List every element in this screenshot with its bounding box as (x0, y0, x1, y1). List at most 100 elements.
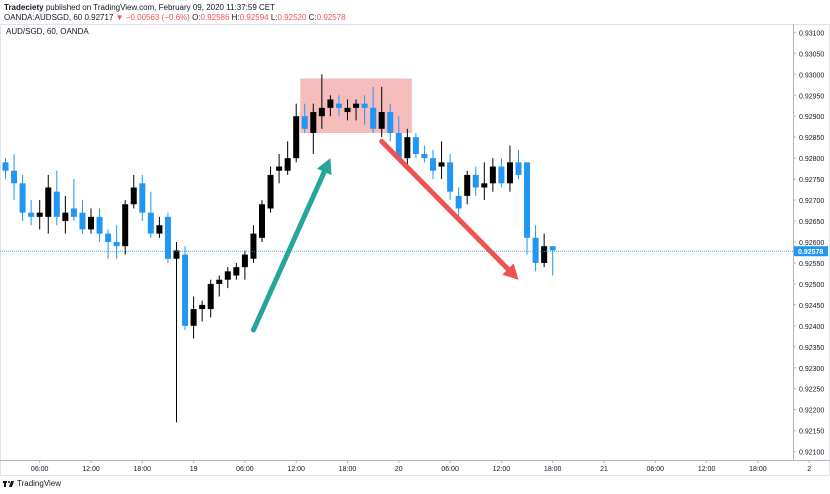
candle (447, 153, 454, 201)
candle-body (498, 166, 505, 184)
y-tick-label: 0.93050 (799, 51, 824, 58)
candle (156, 216, 163, 238)
candle-body (404, 137, 411, 159)
up-arrow[interactable] (250, 158, 332, 333)
candle (224, 267, 231, 289)
candle (438, 141, 445, 180)
y-tick-label: 0.92650 (799, 219, 824, 226)
candle-body (207, 283, 214, 310)
x-tick-label: 18:00 (134, 466, 152, 473)
candle (2, 158, 9, 180)
candle-body (45, 187, 52, 217)
publisher-name[interactable]: Tradeciety (4, 3, 44, 12)
candle (259, 200, 265, 242)
last-price-badge (794, 246, 828, 257)
low-value: 0.92520 (277, 13, 307, 22)
candle-body (353, 103, 360, 108)
down-arrow[interactable] (379, 138, 519, 280)
candle-body (412, 137, 419, 154)
candle-body (267, 174, 274, 209)
chart-title: AUD/SGD, 60, OANDA (6, 27, 89, 36)
candle-body (327, 99, 334, 108)
candle (481, 162, 488, 201)
x-tick-label: 12:00 (82, 466, 100, 473)
candle-body (156, 225, 163, 234)
candle-body (361, 103, 368, 108)
publish-info: Tradeciety published on TradingView.com,… (4, 3, 275, 13)
tradingview-logo-icon[interactable] (3, 480, 15, 488)
candle-body (532, 237, 539, 263)
candle (147, 191, 154, 238)
candle-body (173, 250, 180, 259)
y-tick-label: 0.92900 (799, 114, 824, 121)
chart-area[interactable]: AUD/SGD, 60, OANDA 0.93100 0.93050 0.93000… (0, 24, 830, 476)
candle-body (190, 309, 197, 326)
candle-body (506, 162, 513, 184)
candle (19, 174, 26, 222)
candle-body (199, 304, 206, 310)
candle-body (276, 166, 283, 171)
x-tick-label: 19 (190, 466, 198, 473)
symbol-info: OANDA:AUDSGD, 60 0.92717 ▼ −0.00563 (−0.… (4, 13, 346, 23)
x-tick-label: 18:00 (339, 466, 357, 473)
candle (164, 212, 171, 263)
x-tick-label: 06:00 (647, 466, 665, 473)
y-tick-label: 0.92800 (799, 156, 824, 163)
x-tick-label: 21 (600, 466, 608, 473)
candle (216, 275, 223, 297)
candle-body (395, 133, 402, 159)
candle (182, 246, 189, 331)
candle (45, 174, 52, 234)
candle (370, 86, 377, 133)
candle (293, 103, 300, 163)
candle-body (182, 254, 189, 326)
price-change: ▼ −0.00563 (−0.6%) (115, 13, 190, 22)
candle-body (489, 166, 496, 184)
candle (404, 128, 411, 167)
y-tick-label: 0.92850 (799, 135, 824, 142)
candle-body (139, 183, 146, 213)
candle (79, 200, 86, 234)
candle-body (250, 233, 257, 259)
candle (515, 149, 522, 180)
candle (327, 95, 334, 117)
candle (28, 200, 35, 226)
candle (267, 166, 274, 213)
high-value: 0.92594 (239, 13, 269, 22)
candle (430, 149, 436, 180)
candle-body (88, 216, 94, 230)
y-tick-label: 0.92100 (799, 450, 824, 457)
candle (130, 174, 137, 209)
candle-body (549, 246, 556, 251)
x-tick-label: 2 (807, 466, 811, 473)
candle (506, 145, 513, 192)
candle-body (481, 183, 488, 188)
candle (489, 158, 496, 192)
candle (199, 300, 206, 322)
close-value: 0.92578 (316, 13, 346, 22)
last-price-label: 0.92578 (798, 249, 823, 256)
y-tick-label: 0.92500 (799, 282, 824, 289)
candle-body (318, 107, 325, 117)
candle-body (464, 174, 471, 196)
candle (541, 233, 548, 268)
candle (412, 133, 419, 159)
x-tick-label: 06:00 (236, 466, 254, 473)
price-value: 0.92717 (84, 13, 114, 22)
candle (387, 103, 394, 142)
candlestick-chart[interactable]: AUD/SGD, 60, OANDA 0.93100 0.93050 0.93000… (0, 24, 830, 476)
candle (122, 200, 129, 255)
candle-body (70, 208, 77, 217)
candle (344, 99, 351, 121)
candle-body (430, 158, 436, 171)
candle (250, 225, 257, 263)
tradingview-brand[interactable]: TradingView (17, 479, 62, 488)
candle (532, 225, 539, 272)
candle (301, 103, 308, 133)
x-tick-label: 12:00 (287, 466, 305, 473)
candle-body (455, 195, 462, 209)
candle-body (515, 162, 522, 175)
candle (36, 200, 43, 230)
y-tick-label: 0.92550 (799, 261, 824, 268)
y-tick-label: 0.92700 (799, 198, 824, 205)
